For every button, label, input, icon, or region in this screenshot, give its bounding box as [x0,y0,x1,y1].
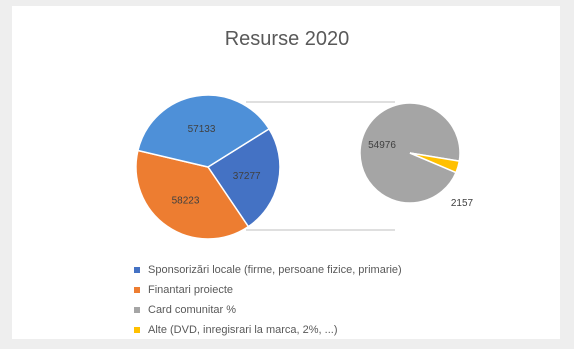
legend-label: Alte (DVD, inregisrari la marca, 2%, ...… [148,324,338,336]
sub-pie-data-label: 54976 [368,140,396,151]
chart-title: Resurse 2020 [224,28,350,50]
legend-swatch [134,267,140,273]
legend-label: Card comunitar % [148,304,237,316]
legend-swatch [134,307,140,313]
main-pie-slice-finantari-proiecte [135,149,250,240]
legend-label: Finantari proiecte [148,284,233,296]
main-pie-data-label: 57133 [188,124,216,135]
legend-item-alte: Alte (DVD, inregisrari la marca, 2%, ...… [134,320,402,340]
legend-item-sponsorizari: Sponsorizări locale (firme, persoane fiz… [134,260,402,280]
sub-pie-slice-alte-dvd-inregisrari-la-marca-2 [409,152,461,174]
main-pie-slice-card-comunitar [137,94,271,168]
legend-item-card-comunitar: Card comunitar % [134,300,402,320]
legend-label: Sponsorizări locale (firme, persoane fiz… [148,264,402,276]
main-pie-data-label: 58223 [172,196,200,207]
sub-pie-data-label: 2157 [451,198,474,209]
chart-card [12,6,560,339]
chart-legend: Sponsorizări locale (firme, persoane fiz… [134,260,402,340]
legend-item-finantari: Finantari proiecte [134,280,402,300]
legend-swatch [134,327,140,333]
main-pie-data-label: 37277 [233,171,261,182]
legend-swatch [134,287,140,293]
main-pie-slice-sponsorizari-locale-firme-persoane-fizice-primarie [206,127,281,228]
